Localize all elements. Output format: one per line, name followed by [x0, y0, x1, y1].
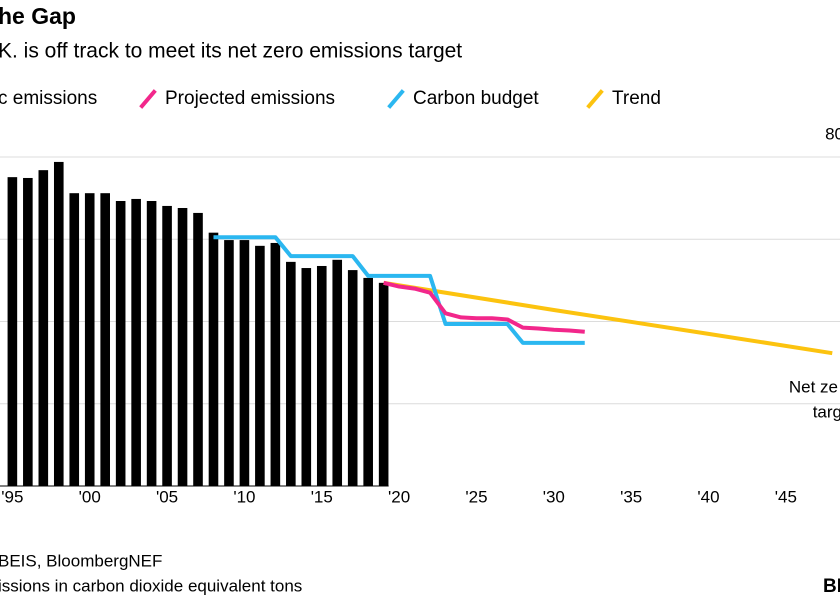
y-tick-label: 80	[825, 124, 840, 143]
x-tick-label: '40	[697, 487, 719, 506]
legend-swatch	[586, 89, 604, 109]
x-tick-label: '15	[311, 487, 333, 506]
x-tick-label: '35	[620, 487, 642, 506]
legend-label: Carbon budget	[413, 88, 539, 109]
bar	[239, 240, 250, 486]
annotation: Net ze	[789, 377, 838, 396]
x-tick-label: '10	[233, 487, 255, 506]
x-tick-label: '05	[156, 487, 178, 506]
bar	[270, 242, 281, 486]
chart-subtitle: K. is off track to meet its net zero emi…	[0, 40, 462, 63]
line	[383, 280, 833, 356]
bar	[255, 245, 265, 486]
bar	[177, 207, 188, 486]
bar	[23, 177, 33, 486]
legend-swatch	[139, 89, 157, 109]
x-tick-label: '20	[388, 487, 410, 506]
bar	[224, 240, 234, 486]
legend-label: c emissions	[0, 88, 97, 109]
bar	[378, 282, 389, 486]
bar	[316, 265, 327, 486]
legend-label: Trend	[612, 88, 661, 109]
chart-title: he Gap	[0, 3, 76, 29]
bar	[100, 193, 110, 486]
x-tick-label: '25	[465, 487, 487, 506]
bar	[208, 232, 219, 486]
source: BEIS, BloombergNEF	[0, 551, 162, 570]
bar	[332, 259, 343, 486]
bar	[38, 170, 49, 486]
x-tick-label: '95	[1, 487, 23, 506]
bar	[363, 277, 373, 486]
bar	[146, 201, 157, 486]
line	[213, 235, 585, 345]
bar	[84, 193, 95, 486]
bar	[162, 205, 172, 486]
bar	[69, 193, 80, 486]
bar	[115, 201, 126, 486]
bar	[7, 177, 18, 486]
annotation: targ	[813, 402, 840, 421]
logo: BI	[823, 576, 840, 597]
x-tick-label: '45	[775, 487, 797, 506]
bar	[131, 198, 141, 486]
bar	[53, 161, 64, 486]
x-tick-label: '00	[79, 487, 101, 506]
bar	[193, 212, 203, 486]
bar	[347, 270, 358, 486]
x-tick-label: '30	[543, 487, 565, 506]
legend-swatch	[387, 89, 405, 109]
line	[383, 280, 585, 334]
bar	[301, 268, 312, 486]
bar	[286, 261, 296, 486]
legend-label: Projected emissions	[165, 88, 335, 109]
note: issions in carbon dioxide equivalent ton…	[0, 576, 302, 595]
